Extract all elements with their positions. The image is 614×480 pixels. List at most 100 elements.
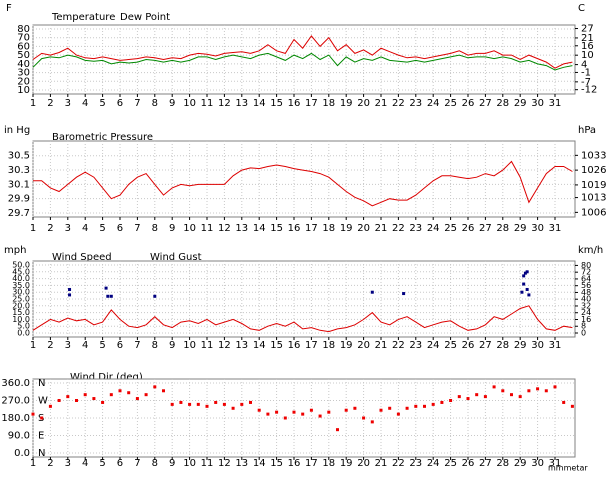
- y2-tick-label: 1033: [581, 150, 606, 161]
- x-tick-label: 26: [462, 223, 475, 234]
- data-point: [83, 393, 87, 397]
- x-tick-label: 6: [117, 223, 123, 234]
- y2-axis-unit: hPa: [578, 125, 596, 136]
- x-tick-label: 7: [134, 223, 140, 234]
- x-tick-label: 14: [253, 458, 266, 469]
- y-tick-label: 0.0: [17, 329, 30, 338]
- data-point: [66, 395, 70, 399]
- y-tick-label: 30: [17, 68, 30, 79]
- y-tick-label: 30.5: [8, 151, 30, 162]
- y2-tick-label: 0: [581, 329, 586, 338]
- y-tick-label: 360.0: [1, 378, 30, 389]
- x-tick-label: 15: [270, 458, 283, 469]
- x-tick-label: 4: [82, 223, 88, 234]
- data-point: [135, 397, 139, 401]
- y-tick-label: 30.0: [12, 288, 30, 297]
- x-tick-label: 18: [322, 458, 335, 469]
- data-point: [562, 400, 566, 404]
- y2-axis-unit: km/h: [578, 245, 603, 256]
- x-tick-label: 26: [462, 458, 475, 469]
- data-point: [74, 399, 78, 402]
- data-point: [153, 294, 157, 298]
- data-point: [492, 385, 496, 389]
- data-point: [414, 404, 418, 408]
- x-tick-label: 25: [444, 98, 457, 109]
- x-tick-label: 28: [496, 458, 509, 469]
- plot-area: [32, 24, 576, 95]
- x-tick-label: 24: [427, 223, 440, 234]
- data-point: [396, 412, 400, 416]
- y-tick-label: 40: [17, 59, 30, 70]
- data-point: [553, 385, 557, 389]
- x-tick-label: 1: [30, 458, 36, 469]
- x-tick-label: 27: [479, 98, 492, 109]
- legend-entry: Temperature: [51, 12, 115, 23]
- x-tick-label: 6: [117, 340, 123, 351]
- x-tick-label: 31: [549, 340, 562, 351]
- data-point: [240, 402, 244, 406]
- y-tick-label: 180.0: [1, 413, 30, 424]
- data-point: [457, 395, 461, 399]
- data-point: [518, 395, 522, 399]
- data-point: [370, 420, 374, 424]
- x-tick-label: 14: [253, 340, 266, 351]
- data-point: [301, 412, 305, 416]
- x-tick-label: 29: [514, 98, 527, 109]
- y-tick-label: 0.0: [14, 448, 30, 459]
- x-tick-label: 25: [444, 223, 457, 234]
- data-point: [170, 402, 174, 406]
- x-tick-label: 14: [253, 223, 266, 234]
- x-tick-label: 6: [117, 98, 123, 109]
- y2-tick-label: 4: [581, 60, 587, 71]
- data-point: [523, 271, 527, 275]
- x-tick-label: 22: [392, 223, 405, 234]
- x-tick-label: 22: [392, 340, 405, 351]
- data-point: [527, 389, 531, 393]
- y-tick-label: 10.0: [12, 315, 30, 324]
- data-point: [422, 404, 426, 408]
- x-tick-label: 23: [409, 458, 422, 469]
- x-tick-label: 3: [65, 98, 71, 109]
- x-tick-label: 9: [169, 340, 175, 351]
- x-tick-label: 20: [357, 458, 370, 469]
- y-axis-unit: in Hg: [4, 125, 30, 136]
- data-point: [127, 391, 131, 395]
- y-tick-label: 60: [17, 41, 30, 52]
- x-tick-label: 11: [201, 223, 214, 234]
- data-point: [196, 402, 200, 406]
- y-tick-label: 15.0: [12, 308, 30, 317]
- y2-tick-label: 1019: [581, 180, 606, 191]
- x-tick-label: 21: [375, 98, 388, 109]
- x-tick-label: 2: [47, 98, 53, 109]
- series-line: [33, 160, 573, 207]
- y-tick-label: 30.3: [8, 165, 30, 176]
- y-tick-label: 40.0: [12, 274, 30, 283]
- y2-tick-label: 56: [581, 281, 591, 290]
- x-tick-label: 20: [357, 223, 370, 234]
- y-tick-label: 10: [17, 85, 30, 96]
- data-point: [344, 408, 348, 412]
- y-tick-label: 25.0: [12, 295, 30, 304]
- y2-tick-label: 16: [581, 315, 591, 324]
- data-point: [248, 400, 252, 404]
- x-tick-label: 26: [462, 98, 475, 109]
- x-tick-label: 8: [152, 98, 158, 109]
- data-point: [257, 408, 261, 412]
- x-tick-label: 4: [82, 98, 88, 109]
- x-tick-label: 7: [134, 98, 140, 109]
- y-tick-label: 45.0: [12, 267, 30, 276]
- data-point: [109, 393, 113, 397]
- chart-title: Barometric Pressure: [52, 132, 153, 143]
- y-tick-label: 50: [17, 50, 30, 61]
- y2-tick-label: 40: [581, 295, 591, 304]
- y-tick-label: 29.7: [8, 208, 30, 219]
- data-point: [522, 282, 526, 286]
- data-point: [161, 389, 165, 393]
- x-tick-label: 21: [375, 340, 388, 351]
- legend-entry: Wind Gust: [150, 252, 202, 263]
- x-tick-label: 5: [99, 458, 105, 469]
- x-tick-label: 28: [496, 340, 509, 351]
- x-tick-label: 28: [496, 98, 509, 109]
- x-tick-label: 12: [218, 223, 231, 234]
